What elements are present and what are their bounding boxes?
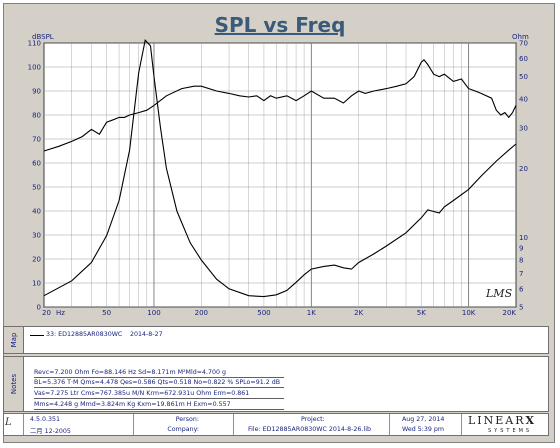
y-left-tick-label: 40 [32,208,41,216]
notes-line-2: BL=5.376 T·M Qms=4.478 Qes=0.586 Qts=0.5… [34,379,284,388]
lms-watermark: LMS [485,287,513,300]
y-left-tick-label: 60 [32,160,41,168]
footer-company-label: Company: [167,426,199,433]
notes-line-3: Vas=7.275 Ltr Cms=767.385u M/N Krm=672.9… [34,390,284,399]
legend-date: 2014-8-27 [130,331,163,338]
y-left-tick-label: 90 [32,88,41,96]
brand-subtitle: SYSTEMS [488,428,533,434]
y-left-tick-label: 20 [32,256,41,264]
y-right-tick-label: 40 [519,95,528,103]
y-right-tick-label: 9 [519,245,523,253]
y-right-tick-label: 70 [519,40,528,48]
x-tick-label: 10K [462,309,476,317]
y-left-tick-label: 110 [28,40,41,48]
footer-file: File: ED12885AR0830WC 2014-8-26.lib [248,426,371,433]
y-left-axis-label: dBSPL [32,33,54,41]
legend-tab[interactable]: Map [4,327,24,353]
y-right-tick-label: 30 [519,124,528,132]
y-left-tick-label: 30 [32,232,41,240]
footer-project-label: Project: [301,416,325,423]
footer-project-cell: Project: File: ED12885AR0830WC 2014-8-26… [234,414,390,435]
y-right-tick-label: 5 [519,304,523,312]
x-tick-label: 200 [195,309,208,317]
legend-panel: Map 33: ED12885AR0830WC 2014-8-27 [3,326,549,354]
footer-version: 4.5.0.351 [30,416,61,423]
chart-title: SPL vs Freq [214,13,346,37]
footer-person-label: Person: [175,416,199,423]
x-tick-label: 1K [307,309,316,317]
footer-bar: L 4.5.0.351 二月 12-2005 Person: Company: … [3,413,549,436]
y-right-tick-label: 7 [519,270,523,278]
footer-time: Wed 5:39 pm [402,426,445,433]
y-right-tick-label: 50 [519,73,528,81]
legend-entry: 33: ED12885AR0830WC [46,331,123,338]
brand-logo: LINEARX [468,414,535,427]
plot-area [43,42,517,308]
x-tick-label: 5K [417,309,426,317]
y-right-tick-label: 10 [519,234,528,242]
footer-date-cell: Aug 27, 2014 Wed 5:39 pm [390,414,462,435]
y-left-tick-label: 0 [37,304,41,312]
footer-person-cell: Person: Company: [134,414,234,435]
notes-line-1: Revc=7.200 Ohm Fo=88.146 Hz Sd=8.171m M²… [34,369,284,378]
footer-date: Aug 27, 2014 [402,416,445,423]
y-right-tick-label: 20 [519,165,528,173]
y-right-tick-label: 6 [519,285,524,293]
y-right-axis-label: Ohm [512,33,529,41]
footer-lms-logo: L [5,417,12,428]
footer-brand-cell: LINEARX SYSTEMS [462,414,549,435]
y-right-tick-label: 8 [519,256,523,264]
y-left-tick-label: 100 [28,64,41,72]
x-tick-label: 2K [354,309,363,317]
x-tick-label: 50 [102,309,111,317]
y-left-tick-label: 10 [32,280,41,288]
y-left-tick-label: 50 [32,184,41,192]
y-left-tick-label: 70 [32,136,41,144]
impedance-curve [43,39,517,298]
footer-version-cell: 4.5.0.351 二月 12-2005 [24,414,134,435]
x-tick-label: 100 [147,309,160,317]
x-tick-label: 20 [42,309,51,317]
x-tick-label: 20K [503,309,517,317]
legend-line-swatch [30,335,44,336]
x-tick-label: 500 [257,309,270,317]
notes-tab[interactable]: Notes [4,357,24,411]
x-unit-label: Hz [56,309,65,317]
spl-curve [43,59,517,152]
y-right-tick-label: 60 [519,55,528,63]
y-left-tick-label: 80 [32,112,41,120]
notes-line-4: Mms=4.248 g Mmd=3.824m Kg Kxm=19.861m H … [34,401,284,410]
footer-logo-cell: L [4,414,24,435]
notes-panel: Notes Revc=7.200 Ohm Fo=88.146 Hz Sd=8.1… [3,356,549,412]
footer-version-date: 二月 12-2005 [30,428,71,435]
